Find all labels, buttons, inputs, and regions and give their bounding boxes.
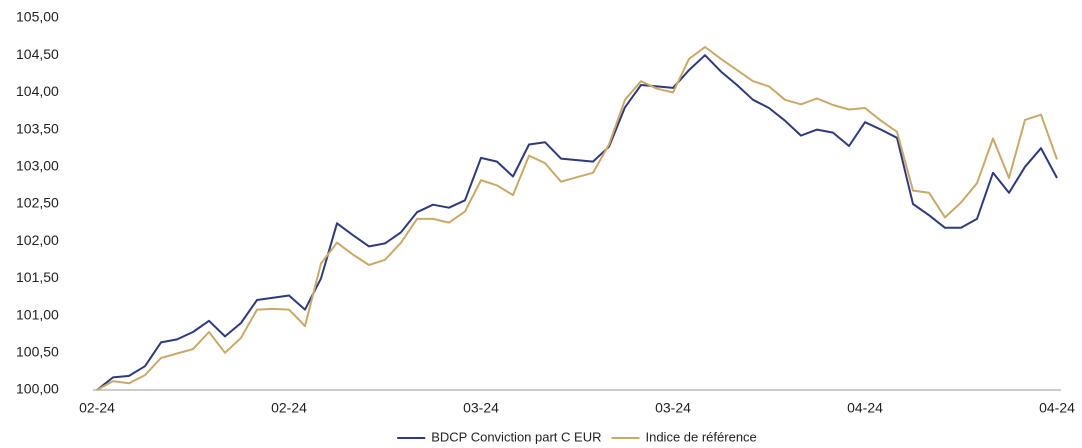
y-tick-label: 105,00 — [16, 9, 59, 25]
series-line — [96, 46, 1058, 391]
y-tick-label: 100,50 — [16, 344, 59, 360]
legend-label: BDCP Conviction part C EUR — [431, 429, 601, 444]
y-tick-label: 102,50 — [16, 195, 59, 211]
x-tick-label: 03-24 — [655, 400, 691, 416]
y-tick-label: 100,00 — [16, 381, 59, 397]
y-tick-label: 101,00 — [16, 306, 59, 322]
legend-label: Indice de référence — [645, 429, 756, 444]
y-tick-label: 103,50 — [16, 120, 59, 136]
x-tick-label: 03-24 — [463, 400, 499, 416]
x-tick-label: 02-24 — [79, 400, 115, 416]
y-tick-label: 102,00 — [16, 232, 59, 248]
x-tick-label: 02-24 — [271, 400, 307, 416]
series-line — [96, 54, 1058, 391]
x-tick-label: 04-24 — [847, 400, 883, 416]
y-tick-label: 104,50 — [16, 46, 59, 62]
x-tick-label: 04-24 — [1039, 400, 1075, 416]
y-tick-label: 101,50 — [16, 269, 59, 285]
y-tick-label: 104,00 — [16, 83, 59, 99]
y-tick-label: 103,00 — [16, 158, 59, 174]
